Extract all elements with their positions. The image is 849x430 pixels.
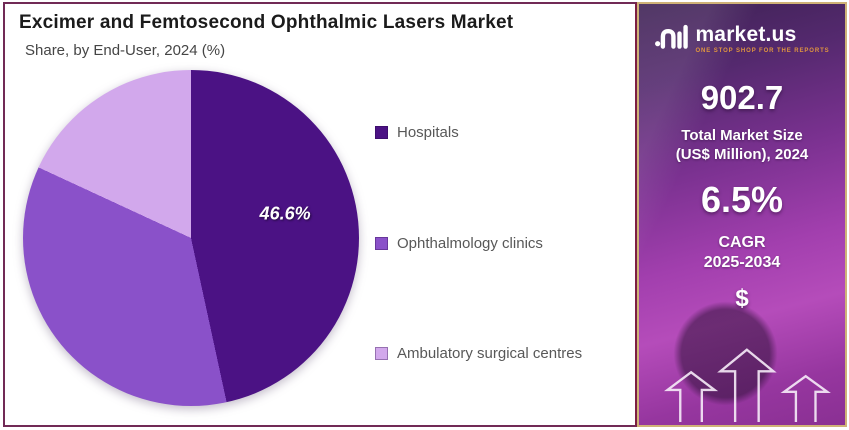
cagr-label-line2: 2025-2034 — [703, 253, 781, 271]
legend-label-ambulatory-surgical-centres: Ambulatory surgical centres — [397, 345, 583, 362]
cagr-label-line1: CAGR — [718, 233, 766, 251]
cagr-value: 6.5% — [700, 178, 784, 220]
legend-label-hospitals: Hospitals — [397, 124, 459, 141]
growth-arrows-icon — [644, 348, 840, 425]
legend-label-ophthalmology-clinics: Ophthalmology clinics — [397, 234, 543, 252]
legend-item-ophthalmology-clinics: Ophthalmology clinics — [375, 235, 582, 252]
chart-title: Excimer and Femtosecond Ophthalmic Laser… — [19, 12, 514, 33]
logo-text: market.us ONE STOP SHOP FOR THE REPORTS — [695, 24, 829, 54]
legend-swatch-hospitals — [375, 126, 388, 139]
dollar-sign-icon: $ — [735, 284, 749, 312]
logo-brand-name: market.us — [695, 22, 797, 46]
legend-swatch-ambulatory-surgical-centres — [375, 347, 388, 360]
legend-swatch-ophthalmology-clinics — [375, 236, 388, 250]
market-size-label: Total Market Size (US$ Million), 2024 — [676, 127, 809, 165]
pie-slice-label-hospitals: 46.6% — [259, 203, 311, 224]
marketus-logo-icon — [654, 22, 689, 55]
chart-legend: Hospitals Ophthalmology clinics Ambulato… — [375, 124, 582, 362]
legend-item-ambulatory-surgical-centres: Ambulatory surgical centres — [375, 345, 582, 362]
logo-tagline: ONE STOP SHOP FOR THE REPORTS — [695, 47, 830, 54]
market-size-label-line2: (US$ Million), 2024 — [675, 145, 809, 163]
chart-panel: Excimer and Femtosecond Ophthalmic Laser… — [3, 2, 637, 427]
market-size-label-line1: Total Market Size — [681, 127, 803, 144]
brand-logo: market.us ONE STOP SHOP FOR THE REPORTS — [654, 22, 829, 55]
chart-subtitle: Share, by End-User, 2024 (%) — [25, 42, 226, 59]
cagr-label: CAGR 2025-2034 — [704, 233, 781, 273]
stats-sidebar: market.us ONE STOP SHOP FOR THE REPORTS … — [637, 2, 847, 427]
legend-item-hospitals: Hospitals — [375, 124, 582, 141]
market-size-value: 902.7 — [700, 79, 784, 116]
pie-chart: 46.6% — [23, 70, 359, 406]
